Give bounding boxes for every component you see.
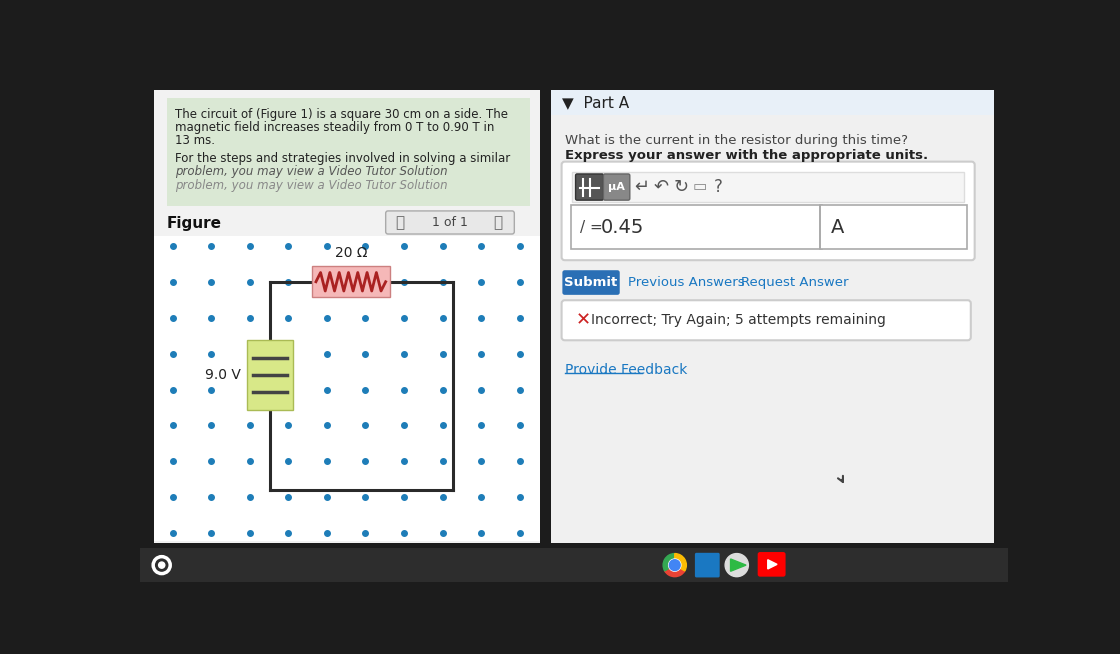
FancyBboxPatch shape: [312, 266, 390, 297]
FancyBboxPatch shape: [385, 211, 514, 234]
Circle shape: [159, 562, 165, 568]
FancyBboxPatch shape: [153, 90, 540, 543]
FancyBboxPatch shape: [821, 205, 967, 249]
Text: Submit: Submit: [564, 276, 617, 289]
FancyBboxPatch shape: [246, 340, 293, 409]
Circle shape: [670, 560, 680, 570]
Text: A: A: [831, 218, 844, 237]
FancyBboxPatch shape: [561, 162, 974, 260]
Text: Provide Feedback: Provide Feedback: [564, 364, 687, 377]
Text: 13 ms.: 13 ms.: [175, 134, 215, 147]
Text: ▼  Part A: ▼ Part A: [562, 95, 629, 110]
Circle shape: [725, 553, 748, 577]
Text: ✕: ✕: [576, 311, 590, 329]
Text: / =: / =: [580, 220, 603, 235]
Text: Request Answer: Request Answer: [740, 276, 848, 289]
Text: ↶: ↶: [654, 178, 669, 196]
FancyBboxPatch shape: [576, 174, 604, 200]
FancyBboxPatch shape: [167, 97, 530, 205]
FancyBboxPatch shape: [153, 236, 540, 542]
Text: 0.45: 0.45: [601, 218, 644, 237]
Text: Express your answer with the appropriate units.: Express your answer with the appropriate…: [564, 149, 927, 162]
FancyBboxPatch shape: [604, 174, 629, 200]
FancyBboxPatch shape: [140, 548, 1008, 582]
FancyBboxPatch shape: [757, 552, 785, 577]
Text: For the steps and strategies involved in solving a similar: For the steps and strategies involved in…: [175, 152, 510, 165]
Polygon shape: [730, 559, 746, 572]
Text: 〉: 〉: [494, 215, 503, 230]
Text: 1 of 1: 1 of 1: [432, 216, 468, 229]
Text: ▭: ▭: [692, 180, 707, 194]
Text: magnetic field increases steadily from 0 T to 0.90 T in: magnetic field increases steadily from 0…: [175, 121, 494, 134]
FancyBboxPatch shape: [561, 300, 971, 340]
Wedge shape: [664, 565, 684, 577]
Text: The circuit of (Figure 1) is a square 30 cm on a side. The: The circuit of (Figure 1) is a square 30…: [175, 108, 507, 121]
Wedge shape: [674, 553, 687, 571]
Text: Previous Answers: Previous Answers: [628, 276, 745, 289]
Polygon shape: [767, 560, 777, 569]
Text: 20 Ω: 20 Ω: [335, 246, 367, 260]
Text: Figure: Figure: [167, 216, 222, 231]
Text: ↵: ↵: [635, 178, 650, 196]
Text: ↻: ↻: [673, 178, 689, 196]
Wedge shape: [663, 553, 674, 571]
FancyBboxPatch shape: [694, 553, 720, 577]
FancyBboxPatch shape: [551, 90, 995, 114]
Text: 〈: 〈: [395, 215, 404, 230]
Text: μA: μA: [608, 182, 625, 192]
Text: 9.0 V: 9.0 V: [205, 368, 241, 382]
Text: ?: ?: [713, 178, 722, 196]
Text: Incorrect; Try Again; 5 attempts remaining: Incorrect; Try Again; 5 attempts remaini…: [591, 313, 886, 327]
Text: What is the current in the resistor during this time?: What is the current in the resistor duri…: [564, 134, 907, 147]
FancyBboxPatch shape: [571, 205, 822, 249]
Text: problem, you may view a Video Tutor Solution: problem, you may view a Video Tutor Solu…: [175, 165, 448, 178]
Text: problem, you may view a Video Tutor Solution: problem, you may view a Video Tutor Solu…: [175, 179, 448, 192]
FancyBboxPatch shape: [562, 270, 619, 295]
FancyBboxPatch shape: [551, 90, 995, 543]
FancyBboxPatch shape: [572, 173, 964, 201]
